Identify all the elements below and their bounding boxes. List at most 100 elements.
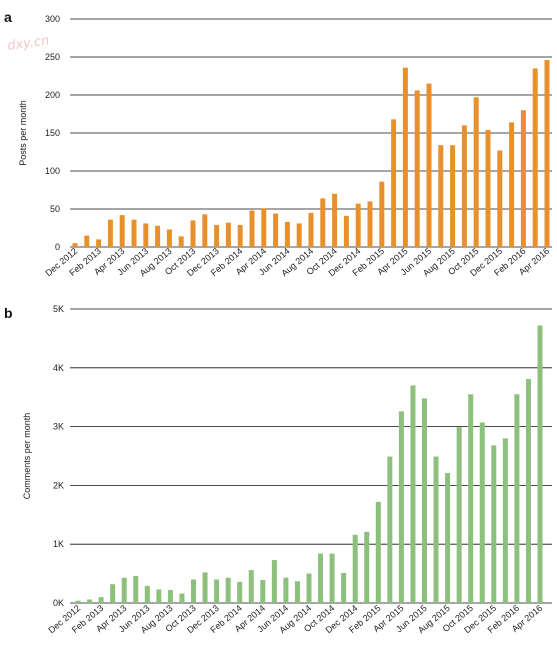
panel-b-ylabel: Comments per month <box>22 413 32 500</box>
bar-sep-2014 <box>318 553 324 603</box>
bar-apr-2013 <box>121 577 127 603</box>
panel-a-ytick-labels: 0 50 100 150 200 250 300 <box>45 14 60 252</box>
bar-may-2014 <box>271 560 277 603</box>
bar-jun-2013 <box>143 223 149 247</box>
bar-mar-2013 <box>110 584 116 603</box>
ytick-label: 3K <box>53 422 64 432</box>
bar-sep-2014 <box>320 198 326 247</box>
bar-aug-2015 <box>445 473 451 603</box>
bar-oct-2013 <box>191 579 196 603</box>
bar-sep-2015 <box>456 427 462 603</box>
bar-aug-2014 <box>308 212 314 247</box>
ytick-label: 50 <box>50 204 60 214</box>
bar-aug-2013 <box>166 229 172 247</box>
bar-jan-2016 <box>509 122 515 247</box>
bar-jan-2016 <box>502 438 508 603</box>
bar-feb-2015 <box>379 181 385 247</box>
bar-sep-2015 <box>461 125 467 247</box>
ytick-label: 0 <box>55 242 60 252</box>
bar-jun-2013 <box>144 585 150 603</box>
bar-nov-2014 <box>341 573 347 603</box>
bar-feb-2014 <box>237 224 243 247</box>
ytick-label: 5K <box>53 304 64 314</box>
ytick-label: 150 <box>45 128 60 138</box>
bar-apr-2015 <box>402 67 408 247</box>
bar-mar-2015 <box>391 119 397 247</box>
bar-feb-2013 <box>96 239 102 247</box>
bar-jan-2014 <box>225 222 231 247</box>
bar-mar-2014 <box>248 570 254 603</box>
ytick-label: 300 <box>45 14 60 24</box>
bar-oct-2014 <box>329 553 335 603</box>
panel-a-posts-chart: a Posts per month 0 50 100 150 200 250 300 Dec… <box>4 9 552 278</box>
bar-jan-2013 <box>84 235 90 247</box>
bar-may-2014 <box>273 213 279 247</box>
bar-may-2015 <box>414 90 420 247</box>
bar-oct-2015 <box>468 394 474 603</box>
bar-dec-2015 <box>497 150 503 247</box>
panel-b-bars <box>75 325 543 603</box>
ytick-label: 100 <box>45 166 60 176</box>
bar-feb-2016 <box>514 394 520 603</box>
bar-aug-2015 <box>450 145 456 247</box>
bar-apr-2014 <box>261 208 267 247</box>
ytick-label: 250 <box>45 52 60 62</box>
bar-jul-2015 <box>433 456 439 603</box>
bar-jun-2014 <box>283 577 289 603</box>
bar-jul-2015 <box>438 145 444 247</box>
bar-mar-2015 <box>387 456 393 603</box>
bar-jun-2015 <box>422 398 427 603</box>
ytick-label: 2K <box>53 480 64 490</box>
bar-sep-2013 <box>179 593 185 603</box>
bar-jan-2013 <box>87 599 93 603</box>
bar-mar-2014 <box>249 210 255 247</box>
bar-nov-2013 <box>202 214 208 247</box>
bar-apr-2016 <box>544 60 550 247</box>
ytick-label: 200 <box>45 90 60 100</box>
bar-dec-2015 <box>491 445 497 603</box>
bar-feb-2014 <box>237 581 243 603</box>
panel-a-bars <box>72 60 550 248</box>
bar-sep-2013 <box>178 236 184 247</box>
bar-jul-2014 <box>296 223 302 247</box>
bar-jun-2015 <box>426 83 432 247</box>
bar-jul-2013 <box>155 225 161 247</box>
bar-feb-2013 <box>98 597 104 603</box>
watermark: dxy.cn <box>6 33 50 54</box>
bar-mar-2013 <box>107 219 113 247</box>
bar-jan-2015 <box>364 531 370 603</box>
bar-may-2015 <box>410 385 416 603</box>
bar-jan-2015 <box>367 201 373 247</box>
bar-nov-2015 <box>485 129 491 247</box>
bar-mar-2016 <box>532 68 538 248</box>
bar-jun-2014 <box>284 221 290 247</box>
panel-b-ytick-labels: 0K 1K 2K 3K 4K 5K <box>53 304 64 608</box>
bar-dec-2012 <box>72 243 78 247</box>
bar-apr-2016 <box>537 325 543 603</box>
bar-dec-2014 <box>352 534 358 603</box>
bar-aug-2013 <box>167 590 173 603</box>
bar-may-2013 <box>133 575 139 603</box>
ytick-label: 4K <box>53 363 64 373</box>
bar-apr-2014 <box>260 580 266 603</box>
bar-aug-2014 <box>306 573 312 603</box>
bar-dec-2014 <box>355 203 361 247</box>
bar-nov-2013 <box>202 572 208 603</box>
bar-dec-2013 <box>214 224 220 247</box>
panel-a-letter: a <box>4 9 12 25</box>
bar-oct-2015 <box>473 97 479 247</box>
panel-a-ylabel: Posts per month <box>18 100 28 166</box>
bar-apr-2015 <box>398 411 404 603</box>
ytick-label: 1K <box>53 539 64 549</box>
panel-b-comments-chart: b Comments per month 0K 1K 2K 3K 4K 5K Dec 20… <box>4 304 552 635</box>
bar-feb-2015 <box>375 501 381 603</box>
bar-jul-2013 <box>156 589 162 603</box>
panel-a-gridlines <box>70 18 552 248</box>
bar-oct-2013 <box>190 220 196 247</box>
bar-dec-2013 <box>214 579 220 603</box>
ytick-label: 0K <box>53 598 64 608</box>
